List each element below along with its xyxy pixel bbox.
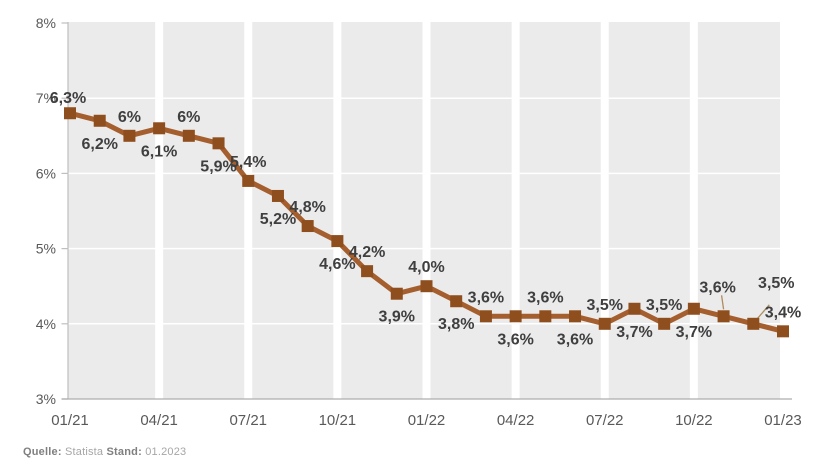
data-label: 3,8% bbox=[438, 316, 474, 333]
data-point-marker bbox=[569, 310, 582, 323]
data-label: 4,6% bbox=[319, 256, 355, 273]
grid-stripe bbox=[244, 22, 253, 399]
data-label: 5,4% bbox=[230, 154, 266, 171]
y-tick-label: 5% bbox=[36, 241, 56, 257]
data-point-marker bbox=[509, 310, 522, 323]
data-point-marker bbox=[301, 220, 314, 233]
data-point-marker bbox=[212, 137, 225, 150]
grid-stripe bbox=[422, 22, 431, 399]
data-point-marker bbox=[687, 302, 700, 315]
x-tick-label: 10/21 bbox=[319, 412, 357, 429]
data-label: 6,3% bbox=[50, 90, 86, 107]
data-point-marker bbox=[420, 280, 433, 293]
y-tick-label: 4% bbox=[36, 316, 56, 332]
grid-stripe bbox=[333, 22, 342, 399]
data-point-marker bbox=[182, 129, 195, 142]
data-label: 6,1% bbox=[141, 143, 177, 160]
data-label: 5,9% bbox=[200, 158, 236, 175]
data-label: 3,6% bbox=[497, 331, 533, 348]
source-label: Quelle: bbox=[23, 446, 62, 458]
data-point-marker bbox=[598, 317, 611, 330]
data-label: 6,2% bbox=[81, 136, 117, 153]
data-label: 4,8% bbox=[289, 199, 325, 216]
data-point-marker bbox=[717, 310, 730, 323]
data-point-marker bbox=[153, 122, 166, 135]
grid-stripe bbox=[511, 22, 520, 399]
data-point-marker bbox=[390, 287, 403, 300]
x-tick-label: 07/22 bbox=[586, 412, 624, 429]
data-point-marker bbox=[242, 174, 255, 187]
data-label: 3,4% bbox=[765, 304, 801, 321]
data-point-marker bbox=[361, 265, 374, 278]
data-label: 6% bbox=[118, 109, 141, 126]
data-label: 3,5% bbox=[646, 297, 682, 314]
data-label: 3,6% bbox=[557, 331, 593, 348]
data-point-marker bbox=[64, 107, 76, 120]
data-point-marker bbox=[628, 302, 641, 315]
data-point-marker bbox=[479, 310, 492, 323]
data-point-marker bbox=[271, 189, 284, 202]
line-chart-canvas: 8% 7% 6% 5% 4% 3% 01/21 04/21 07/21 10/21 01/22 04/… bbox=[36, 15, 802, 429]
data-label: 5,2% bbox=[260, 211, 296, 228]
x-tick-label: 10/22 bbox=[675, 412, 713, 429]
data-point-marker bbox=[331, 235, 344, 248]
data-label: 3,9% bbox=[379, 309, 415, 326]
source-value: Statista bbox=[64, 446, 104, 458]
data-label: 3,6% bbox=[699, 279, 735, 296]
stand-label: Stand: bbox=[106, 446, 142, 458]
y-tick-label: 7% bbox=[36, 90, 56, 106]
x-tick-label: 04/22 bbox=[497, 412, 535, 429]
x-tick-label: 01/22 bbox=[408, 412, 446, 429]
x-tick-label: 04/21 bbox=[140, 412, 178, 429]
data-label: 3,5% bbox=[587, 297, 623, 314]
data-label: 3,7% bbox=[616, 324, 652, 341]
data-label: 4,0% bbox=[408, 259, 444, 276]
data-point-marker bbox=[450, 295, 463, 308]
data-point-marker bbox=[539, 310, 552, 323]
stand-value: 01.2023 bbox=[145, 446, 187, 458]
grid-stripe bbox=[689, 22, 698, 399]
label-leader-line bbox=[720, 295, 725, 310]
x-tick-label: 01/23 bbox=[764, 412, 802, 429]
grid-stripe bbox=[600, 22, 609, 399]
y-tick-label: 6% bbox=[36, 165, 56, 181]
data-point-marker bbox=[776, 325, 789, 338]
data-label: 4,2% bbox=[349, 244, 385, 261]
data-label: 6% bbox=[177, 109, 200, 126]
y-tick-label: 3% bbox=[36, 391, 56, 407]
x-tick-label: 01/21 bbox=[51, 412, 89, 429]
label-leader-line bbox=[755, 304, 770, 321]
x-tick-label: 07/21 bbox=[229, 412, 267, 429]
data-point-marker bbox=[93, 114, 106, 127]
data-label: 3,7% bbox=[676, 324, 712, 341]
data-label: 3,6% bbox=[527, 289, 563, 306]
data-point-marker bbox=[747, 317, 760, 330]
data-label: 3,5% bbox=[758, 275, 794, 292]
data-label: 3,6% bbox=[468, 289, 504, 306]
y-tick-label: 8% bbox=[36, 15, 56, 31]
grid-stripe bbox=[155, 22, 164, 399]
data-point-marker bbox=[123, 129, 136, 142]
source-note: Quelle: Statista Stand: 01.2023 bbox=[23, 446, 186, 458]
data-point-marker bbox=[658, 317, 671, 330]
